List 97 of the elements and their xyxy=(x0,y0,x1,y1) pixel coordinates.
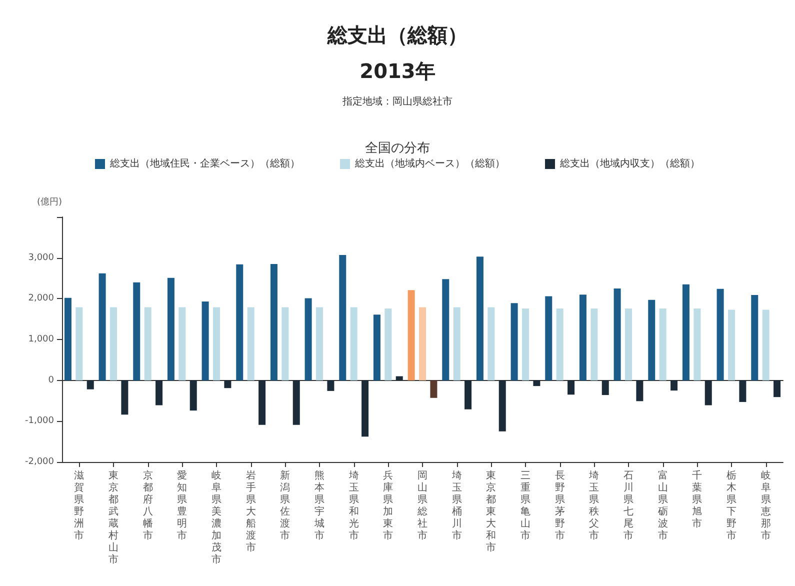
bar xyxy=(282,307,289,380)
bar xyxy=(178,307,186,380)
x-tick-label: 愛知県豊明市 xyxy=(177,470,188,542)
bar xyxy=(156,380,163,406)
bar xyxy=(498,380,506,432)
bar xyxy=(556,308,564,380)
bar xyxy=(648,300,656,380)
y-tick-label: 2,000 xyxy=(28,294,54,304)
x-tick-label: 京都府八幡市 xyxy=(142,470,153,542)
x-tick-label: 岡山県総社市 xyxy=(416,470,428,542)
bar xyxy=(442,279,450,380)
legend-label: 総支出（地域内ベース）（総額） xyxy=(354,158,505,170)
bar xyxy=(545,296,552,380)
x-tick-label: 東京都武蔵村山市 xyxy=(108,470,118,566)
chart-subtitle: 指定地域：岡山県総社市 xyxy=(342,96,452,108)
x-tick-label: 熊本県宇城市 xyxy=(314,470,324,542)
bar xyxy=(327,380,334,391)
bar xyxy=(625,308,632,380)
x-tick-label: 長野県茅野市 xyxy=(554,470,565,542)
bar xyxy=(350,307,358,380)
x-tick-label: 岐阜県美濃加茂市 xyxy=(212,470,222,566)
bar xyxy=(716,288,724,380)
bar xyxy=(579,294,586,380)
chart-title: 総支出（総額） 2013年 xyxy=(326,23,468,83)
bar xyxy=(728,310,735,380)
bar xyxy=(476,256,484,380)
y-tick-label: 1,000 xyxy=(28,334,54,344)
bar xyxy=(659,308,666,380)
legend-label: 総支出（地域住民・企業ベース）（総額） xyxy=(109,158,300,170)
bar xyxy=(739,380,746,402)
x-tick-label: 岐阜県恵那市 xyxy=(760,470,771,542)
bar xyxy=(694,308,701,380)
bar xyxy=(774,380,781,398)
bar xyxy=(488,307,495,380)
bar xyxy=(453,307,460,380)
bar xyxy=(464,380,472,410)
y-tick-label: -2,000 xyxy=(24,457,54,467)
bar xyxy=(419,307,426,380)
bar xyxy=(408,290,415,380)
x-tick-label: 石川県七尾市 xyxy=(624,470,634,542)
bar xyxy=(247,307,254,380)
x-tick-label: 埼玉県和光市 xyxy=(348,470,359,542)
bar xyxy=(510,303,518,380)
bar xyxy=(86,380,94,390)
x-tick-label: 滋賀県野洲市 xyxy=(74,470,84,542)
bar xyxy=(213,307,220,380)
bar xyxy=(258,380,266,425)
x-tick-label: 富山県砺波市 xyxy=(656,470,668,542)
legend-title: 全国の分布 xyxy=(365,141,430,156)
bar xyxy=(270,264,278,380)
y-tick-label: -1,000 xyxy=(24,416,54,426)
bar xyxy=(682,284,690,380)
y-tick-label: 3,000 xyxy=(28,252,54,263)
bar xyxy=(602,380,609,396)
bar xyxy=(396,376,403,380)
x-tick-label: 新潟県佐渡市 xyxy=(280,470,290,542)
bar xyxy=(292,380,300,425)
bar xyxy=(236,264,244,380)
bar xyxy=(533,380,540,386)
bar xyxy=(224,380,232,388)
bar xyxy=(430,380,438,398)
bar xyxy=(316,307,323,380)
bar xyxy=(384,308,392,380)
bar xyxy=(373,314,380,380)
bar xyxy=(762,310,770,380)
x-tick-label: 岩手県大船渡市 xyxy=(246,470,256,554)
bar xyxy=(522,308,529,380)
bar xyxy=(362,380,369,437)
bar xyxy=(636,380,644,402)
bar xyxy=(110,307,117,380)
bar xyxy=(304,298,312,380)
x-tick-label: 千葉県旭市 xyxy=(692,470,702,530)
x-tick-label: 三重県亀山市 xyxy=(520,470,530,542)
bar xyxy=(133,282,140,380)
bar xyxy=(98,273,106,380)
bar xyxy=(64,298,72,380)
x-tick-label: 埼玉県秩父市 xyxy=(588,470,600,542)
x-tick-label: 東京都東大和市 xyxy=(486,470,496,554)
bar xyxy=(704,380,712,406)
bar xyxy=(751,294,758,380)
x-tick-label: 兵庫県加東市 xyxy=(383,470,394,542)
bar xyxy=(190,380,197,411)
bar xyxy=(167,278,174,380)
bar xyxy=(144,307,152,380)
bar xyxy=(614,288,621,380)
bar xyxy=(202,302,209,380)
x-tick-label: 栃木県下野市 xyxy=(726,470,736,542)
y-axis-title: (億円) xyxy=(36,196,62,208)
legend-label: 総支出（地域内収支）（総額） xyxy=(559,158,700,170)
bar xyxy=(568,380,575,395)
bar xyxy=(339,254,346,380)
bar xyxy=(590,308,598,380)
y-tick-label: 0 xyxy=(48,375,54,386)
bar xyxy=(121,380,128,415)
x-tick-label: 埼玉県桶川市 xyxy=(450,470,462,542)
bar xyxy=(670,380,678,391)
bar xyxy=(76,307,83,380)
